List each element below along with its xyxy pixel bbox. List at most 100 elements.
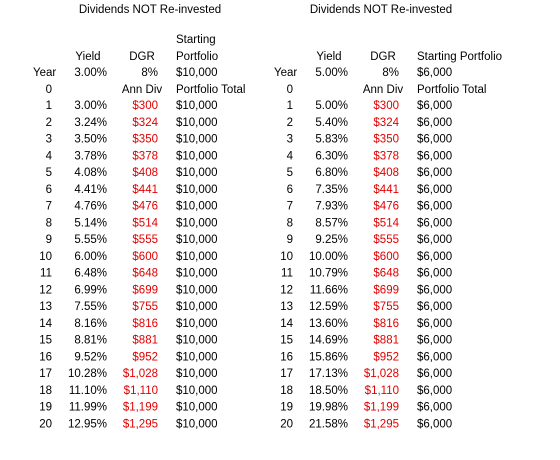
yield-cell: 3.50%	[74, 134, 107, 146]
year-cell: 3	[46, 134, 52, 146]
header-cell: DGR	[370, 51, 396, 63]
year-cell: 10	[280, 251, 293, 263]
yield-cell: 5.55%	[74, 234, 107, 246]
year-cell: 7	[287, 201, 293, 213]
portfolio-cell: $10,000	[176, 234, 218, 246]
year-cell: 14	[39, 318, 52, 330]
year-cell: 18	[39, 385, 52, 397]
yield-cell: 6.30%	[315, 150, 348, 162]
portfolio-cell: $6,000	[417, 385, 452, 397]
year-cell: 7	[46, 201, 52, 213]
portfolio-cell: $6,000	[417, 351, 452, 363]
year-cell: 5	[46, 167, 52, 179]
year-cell: 16	[39, 351, 52, 363]
portfolio-cell: $6,000	[417, 284, 452, 296]
yield-cell: 7.93%	[315, 201, 348, 213]
portfolio-cell: $10,000	[176, 117, 218, 129]
yield-cell: 21.58%	[309, 418, 348, 430]
portfolio-cell: $6,000	[417, 318, 452, 330]
annual-dividend-cell: $881	[132, 335, 158, 347]
yield-cell: 3.24%	[74, 117, 107, 129]
portfolio-cell: $10,000	[176, 167, 218, 179]
header-cell: 8%	[382, 67, 399, 79]
annual-dividend-cell: $350	[132, 134, 158, 146]
yield-cell: 7.55%	[74, 301, 107, 313]
annual-dividend-cell: $514	[373, 217, 399, 229]
header-cell: Yield	[316, 51, 341, 63]
year-cell: 9	[287, 234, 293, 246]
annual-dividend-cell: $755	[132, 301, 158, 313]
year-cell: 16	[280, 351, 293, 363]
header-cell: $10,000	[176, 67, 218, 79]
year-cell: 11	[281, 268, 293, 280]
header-cell: Ann Div	[363, 84, 404, 96]
annual-dividend-cell: $378	[132, 150, 158, 162]
yield-cell: 9.25%	[315, 234, 348, 246]
annual-dividend-cell: $408	[132, 167, 158, 179]
yield-cell: 18.50%	[309, 385, 348, 397]
portfolio-cell: $6,000	[417, 368, 452, 380]
annual-dividend-cell: $1,295	[123, 418, 158, 430]
portfolio-cell: $6,000	[417, 301, 452, 313]
table-title: Dividends NOT Re-invested	[79, 4, 221, 16]
yield-cell: 5.14%	[74, 217, 107, 229]
annual-dividend-cell: $755	[373, 301, 399, 313]
annual-dividend-cell: $555	[373, 234, 399, 246]
annual-dividend-cell: $555	[132, 234, 158, 246]
annual-dividend-cell: $1,028	[123, 368, 158, 380]
portfolio-cell: $10,000	[176, 301, 218, 313]
year-cell: 15	[280, 335, 293, 347]
year-cell: 4	[46, 150, 53, 162]
portfolio-cell: $6,000	[417, 117, 452, 129]
year-cell: 13	[280, 301, 293, 313]
year-cell: 17	[39, 368, 52, 380]
portfolio-cell: $10,000	[176, 217, 218, 229]
annual-dividend-cell: $816	[132, 318, 158, 330]
annual-dividend-cell: $1,199	[123, 402, 158, 414]
yield-cell: 17.13%	[309, 368, 348, 380]
portfolio-cell: $10,000	[176, 150, 218, 162]
header-cell: Portfolio	[176, 51, 218, 63]
annual-dividend-cell: $1,028	[364, 368, 399, 380]
yield-cell: 10.28%	[68, 368, 107, 380]
annual-dividend-cell: $476	[132, 201, 158, 213]
yield-cell: 11.10%	[69, 385, 107, 397]
year-cell: 2	[287, 117, 293, 129]
year-cell: 19	[39, 402, 52, 414]
year-cell: 15	[39, 335, 52, 347]
yield-cell: 9.52%	[74, 351, 107, 363]
portfolio-cell: $10,000	[176, 184, 218, 196]
annual-dividend-cell: $514	[132, 217, 158, 229]
year-cell: 13	[39, 301, 52, 313]
yield-cell: 8.57%	[315, 217, 348, 229]
year-cell: 11	[40, 268, 52, 280]
portfolio-cell: $10,000	[176, 418, 218, 430]
annual-dividend-cell: $600	[373, 251, 399, 263]
header-cell: 5.00%	[315, 67, 348, 79]
year-cell: 1	[287, 100, 293, 112]
header-cell: 3.00%	[74, 67, 107, 79]
header-cell: $6,000	[417, 67, 452, 79]
yield-cell: 19.98%	[309, 402, 348, 414]
yield-cell: 10.00%	[309, 251, 348, 263]
header-cell: DGR	[129, 51, 155, 63]
header-cell: Starting Portfolio	[417, 51, 502, 63]
year-cell: 12	[280, 284, 293, 296]
year-cell: 2	[46, 117, 52, 129]
portfolio-cell: $6,000	[417, 335, 452, 347]
annual-dividend-cell: $952	[132, 351, 158, 363]
yield-cell: 8.81%	[74, 335, 107, 347]
year-cell: 1	[46, 100, 52, 112]
header-cell: 0	[46, 84, 52, 96]
header-cell: 8%	[141, 67, 158, 79]
portfolio-cell: $6,000	[417, 402, 452, 414]
annual-dividend-cell: $408	[373, 167, 399, 179]
year-cell: 3	[287, 134, 293, 146]
yield-cell: 6.99%	[74, 284, 107, 296]
yield-cell: 8.16%	[74, 318, 107, 330]
yield-cell: 11.66%	[310, 284, 348, 296]
year-cell: 5	[287, 167, 293, 179]
header-cell: Yield	[75, 51, 100, 63]
portfolio-cell: $6,000	[417, 234, 452, 246]
yield-cell: 4.08%	[74, 167, 107, 179]
